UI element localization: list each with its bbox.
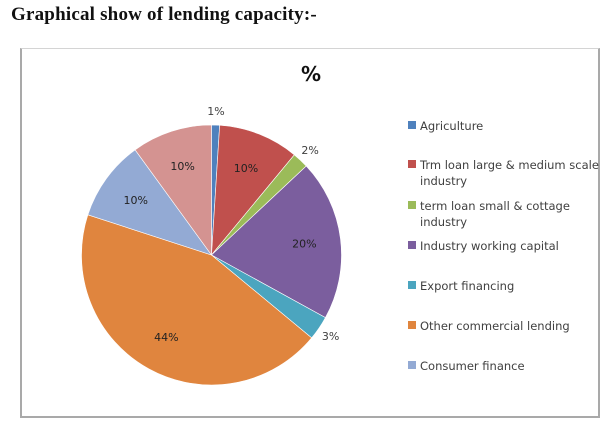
data-label: 3% [322, 330, 339, 343]
legend-item: Industry working capital [408, 239, 559, 253]
legend: Agriculture Trm loan large & medium scale… [408, 119, 599, 373]
legend-item: Other commercial lending [408, 319, 570, 333]
legend-label: Industry working capital [420, 239, 559, 253]
pie-slice [210, 165, 342, 319]
legend-label: industry [420, 174, 467, 188]
data-label: 10% [170, 160, 194, 173]
legend-swatch [408, 160, 416, 168]
data-label: 44% [154, 331, 178, 344]
legend-label: Consumer finance [420, 359, 525, 373]
pie-slice [134, 124, 212, 256]
data-label: 10% [234, 162, 258, 175]
legend-label: Export financing [420, 279, 514, 293]
data-label: 20% [292, 237, 316, 250]
legend-label: Trm loan large & medium scale [419, 158, 599, 172]
pie-slices [81, 124, 342, 386]
chart-title: % [301, 62, 321, 86]
legend-label: term loan small & cottage [420, 199, 570, 213]
data-label: 2% [301, 144, 318, 157]
legend-item: term loan small & cottage industry [408, 199, 570, 229]
legend-item: Trm loan large & medium scale industry [408, 158, 599, 188]
pie-slice [81, 214, 313, 386]
pie-slice [211, 124, 295, 256]
legend-label: Agriculture [420, 119, 483, 133]
pie-slice [87, 149, 213, 256]
legend-item: Consumer finance [408, 359, 525, 373]
legend-item: Export financing [408, 279, 514, 293]
page-heading: Graphical show of lending capacity:- [11, 4, 317, 25]
legend-swatch [408, 201, 416, 209]
data-label: 1% [207, 105, 224, 118]
legend-swatch [408, 361, 416, 369]
legend-label: Other commercial lending [420, 319, 570, 333]
legend-swatch [408, 321, 416, 329]
legend-label: industry [420, 215, 467, 229]
legend-swatch [408, 241, 416, 249]
legend-item: Agriculture [408, 119, 483, 133]
data-labels: 1% 10% 2% 20% 3% 44% 10% 10% [124, 105, 340, 344]
legend-swatch [408, 121, 416, 129]
data-label: 10% [124, 194, 148, 207]
legend-swatch [408, 281, 416, 289]
